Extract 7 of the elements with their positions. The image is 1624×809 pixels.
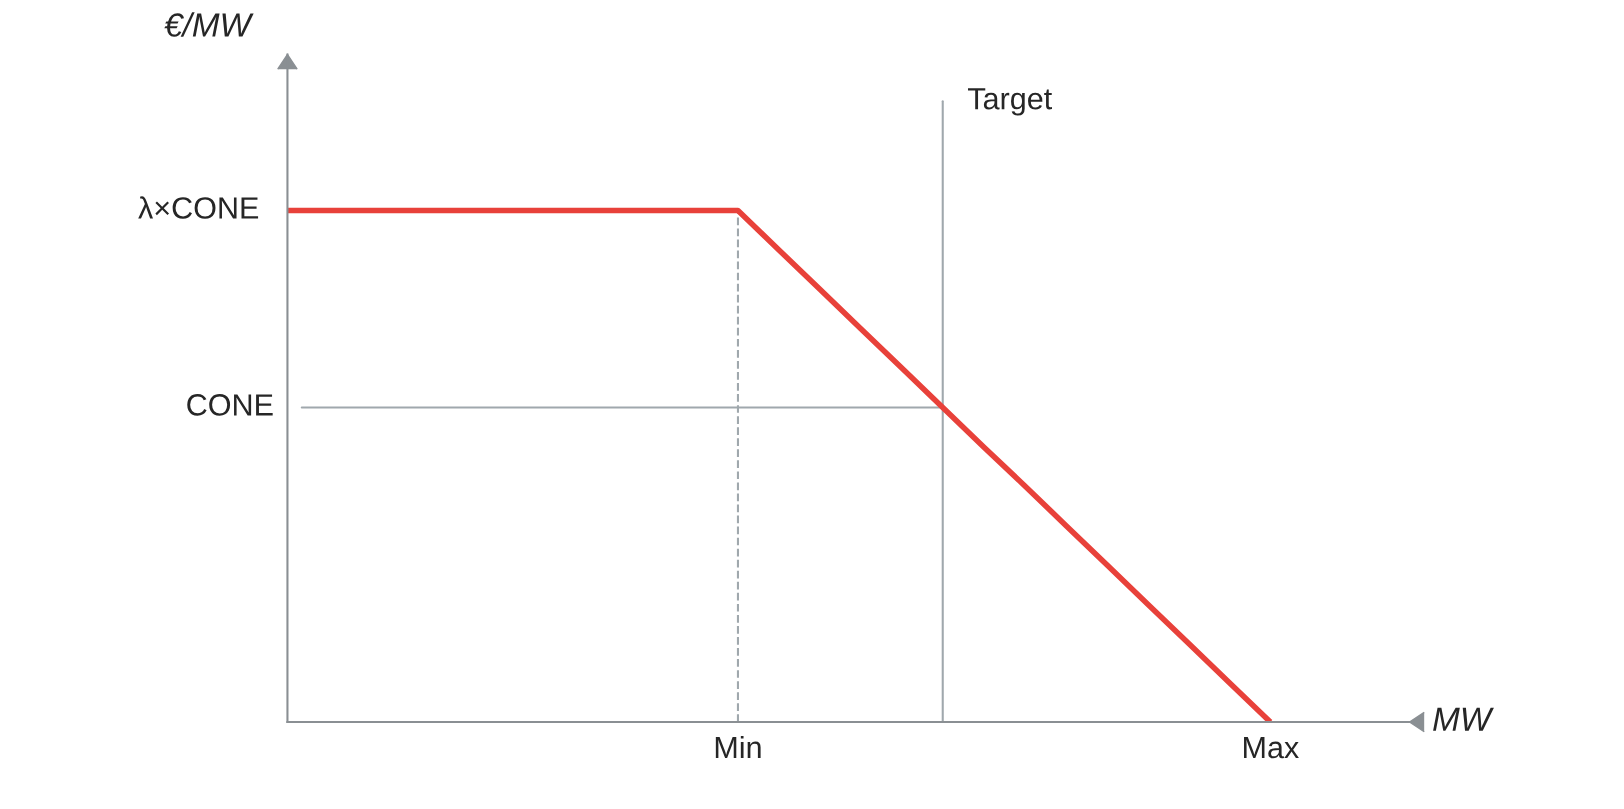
text: €/MW	[164, 12, 254, 37]
text: λ×CONE	[138, 196, 259, 219]
x-tick-label: Max	[1244, 737, 1299, 759]
x-tick-label: Min	[715, 735, 761, 759]
x-axis-title: MW	[1433, 707, 1494, 731]
text: Target	[968, 88, 1052, 116]
ref-line-label: CONE	[187, 394, 273, 416]
